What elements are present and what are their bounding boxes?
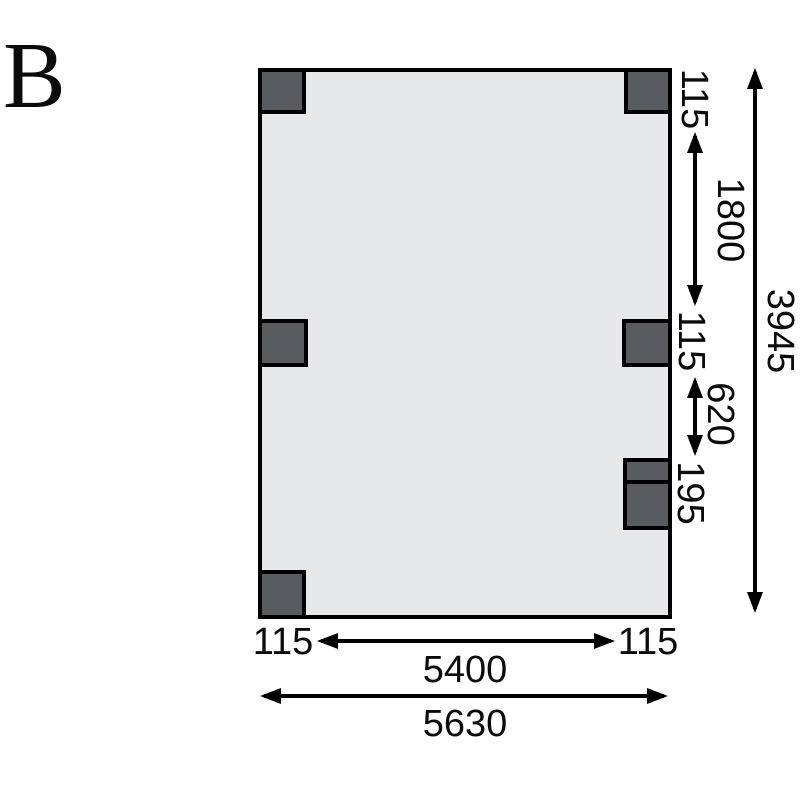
arrowhead-up [687,377,703,398]
arrowhead-down [687,435,703,456]
post-middle-right [622,319,672,367]
dim-label-double-post: 195 [669,461,711,525]
post-bottom-right-double [623,458,672,530]
dimension-arrow-bay-top [687,132,703,306]
post-divider-line [627,480,668,484]
post-bottom-left [258,570,306,619]
dim-label-bay-top: 1800 [709,177,751,263]
arrowhead-up [747,68,763,89]
dim-label-bay-middle: 620 [699,382,741,446]
dim-label-total-width: 5630 [422,703,508,745]
dimension-arrow-inner-span [317,633,615,649]
dim-label-post-left: 115 [252,621,314,663]
dim-label-total-depth: 3945 [759,288,800,374]
dimension-arrow-bay-middle [687,377,703,456]
figure-label: B [3,24,66,128]
dim-label-post-middle: 115 [670,310,712,372]
arrowhead-left [317,633,338,649]
arrow-line [264,694,664,698]
arrowhead-down [747,592,763,613]
post-middle-left [258,319,308,367]
arrow-line [693,381,697,452]
dimension-arrow-total-width [260,688,668,704]
plan-outline [258,68,672,619]
dimension-arrow-total-depth [747,68,763,613]
arrowhead-up [687,132,703,153]
arrowhead-down [687,285,703,306]
post-top-left [258,68,306,114]
post-top-right [624,68,672,114]
arrow-line [321,639,611,643]
dim-label-inner-span: 5400 [422,649,508,691]
arrow-line [693,136,697,302]
arrow-line [753,72,757,609]
dim-label-post-right: 115 [617,621,679,663]
arrowhead-right [647,688,668,704]
arrowhead-right [594,633,615,649]
dim-label-post-top: 115 [673,68,715,130]
arrowhead-left [260,688,281,704]
